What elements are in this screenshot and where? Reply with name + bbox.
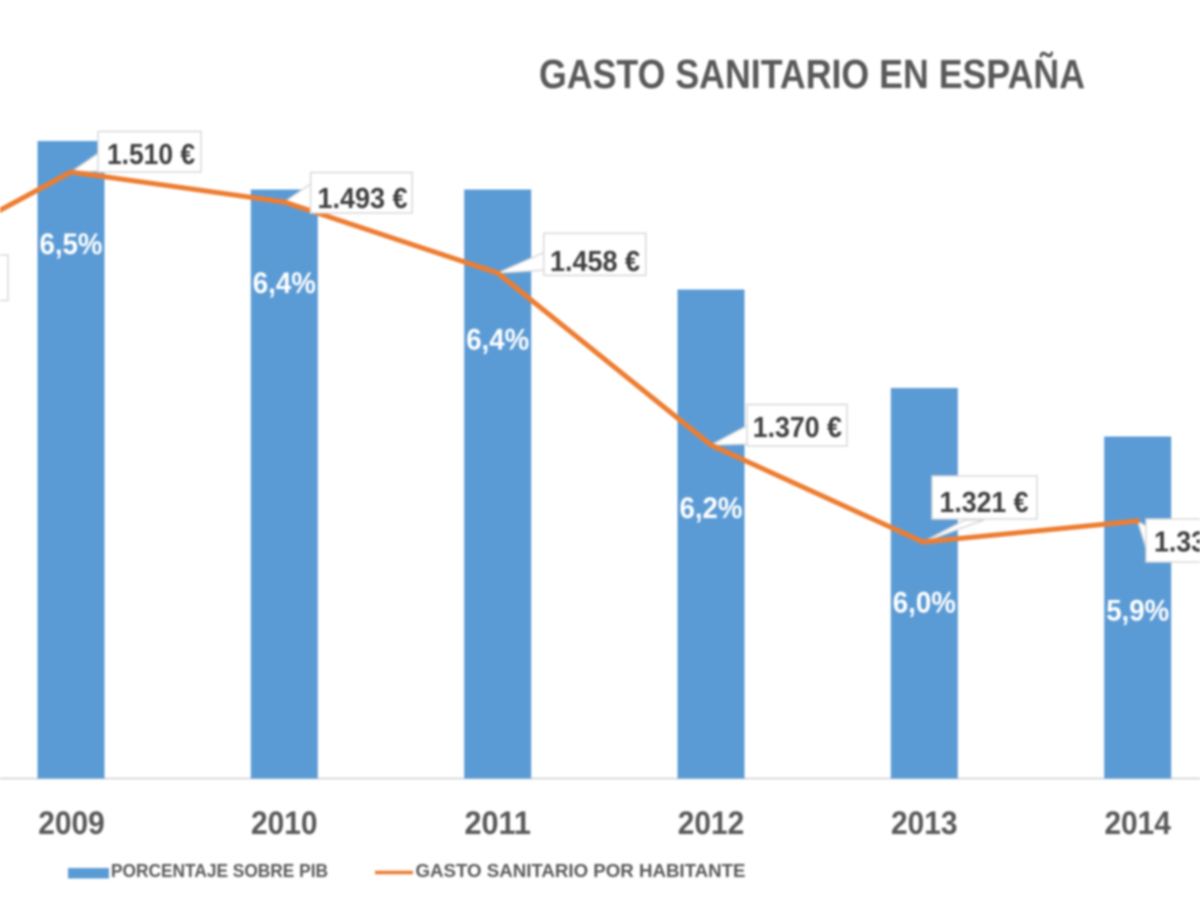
- svg-text:2014: 2014: [1104, 805, 1171, 841]
- svg-text:6,5%: 6,5%: [40, 228, 103, 261]
- svg-text:6,0%: 6,0%: [893, 587, 956, 620]
- svg-text:1.370 €: 1.370 €: [753, 412, 842, 444]
- svg-text:1.332 €: 1.332 €: [1154, 527, 1200, 559]
- svg-text:2009: 2009: [38, 805, 105, 841]
- svg-text:GASTO SANITARIO POR HABITANTE: GASTO SANITARIO POR HABITANTE: [416, 861, 746, 881]
- svg-text:2012: 2012: [678, 805, 745, 841]
- svg-text:GASTO SANITARIO EN ESPAÑA: GASTO SANITARIO EN ESPAÑA: [539, 51, 1085, 97]
- svg-text:5,9%: 5,9%: [1106, 595, 1169, 628]
- svg-text:PORCENTAJE SOBRE PIB: PORCENTAJE SOBRE PIB: [111, 861, 328, 881]
- svg-text:1.458 €: 1.458 €: [550, 246, 640, 278]
- svg-text:2010: 2010: [251, 805, 318, 841]
- svg-text:2011: 2011: [464, 805, 531, 841]
- svg-text:2013: 2013: [891, 805, 958, 841]
- svg-text:1.493 €: 1.493 €: [318, 183, 408, 215]
- svg-text:1.321 €: 1.321 €: [940, 487, 1029, 519]
- svg-text:1.510 €: 1.510 €: [107, 139, 195, 171]
- svg-text:6,4%: 6,4%: [253, 267, 316, 300]
- svg-text:6,2%: 6,2%: [680, 492, 743, 525]
- svg-text:6,4%: 6,4%: [466, 324, 529, 357]
